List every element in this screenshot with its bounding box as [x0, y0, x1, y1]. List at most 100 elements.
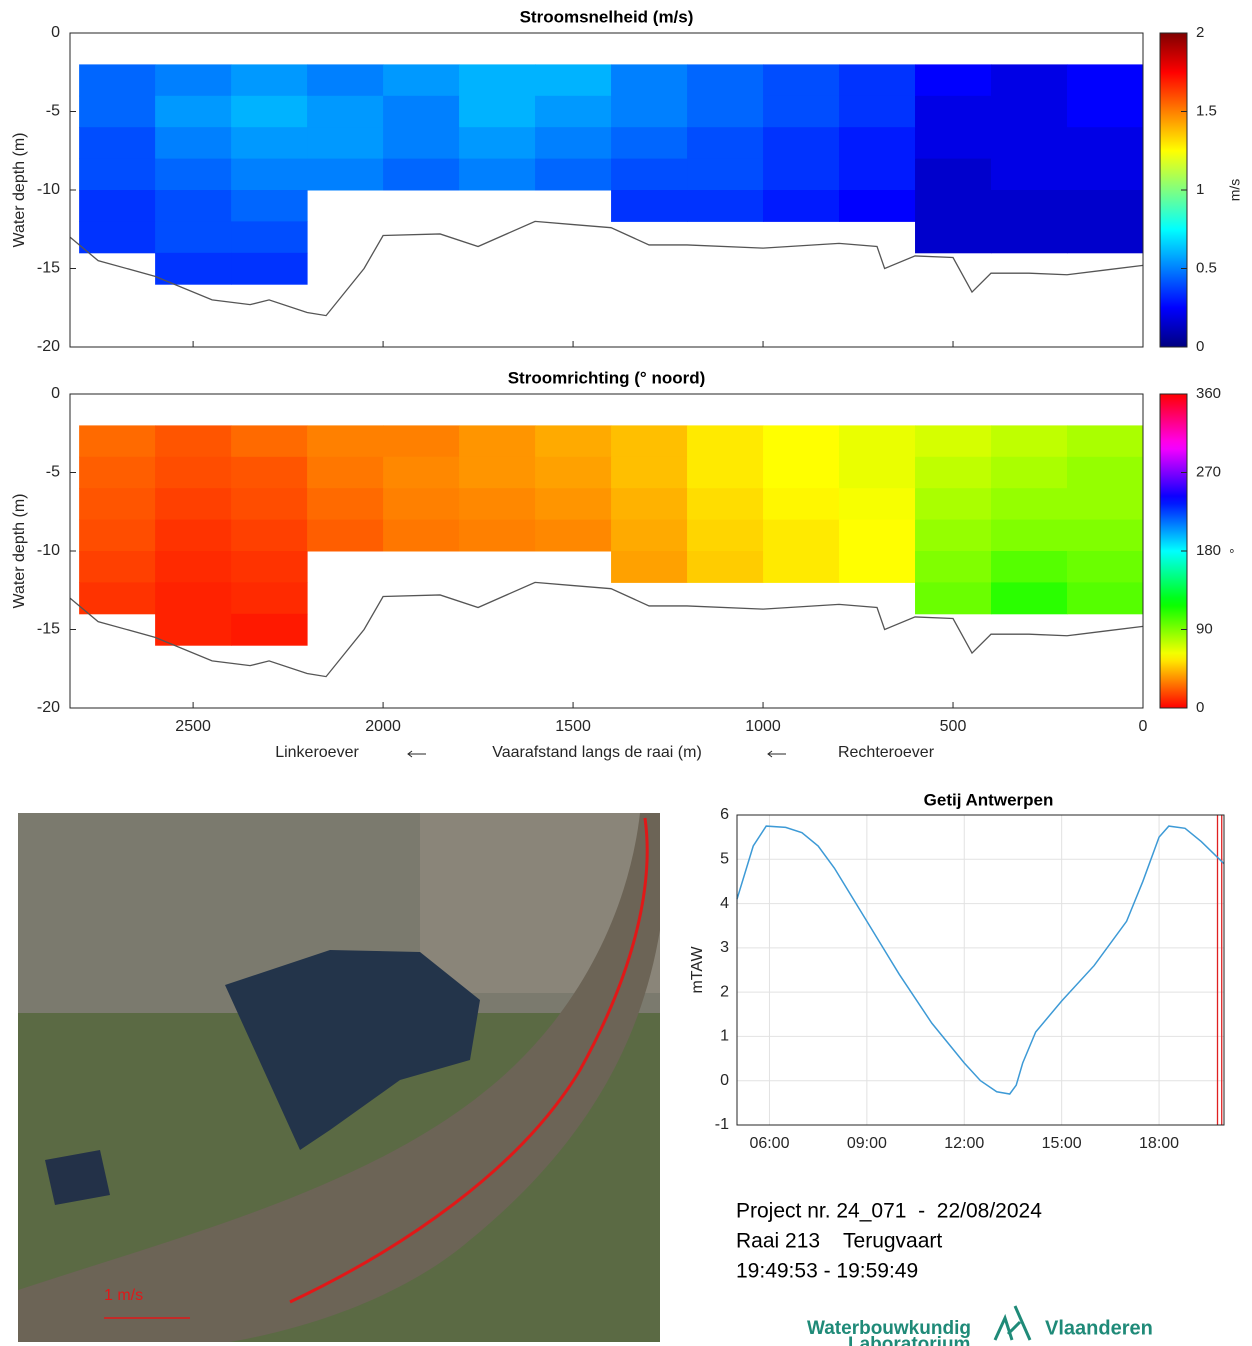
y-axis-label: Water depth (m) — [11, 494, 28, 609]
heat-cell — [155, 582, 232, 615]
x-tick-label: 2000 — [365, 718, 401, 735]
colorbar-label: ° — [1227, 548, 1243, 554]
heat-cell — [611, 519, 688, 552]
arrow — [767, 750, 786, 758]
y-tick-label: 4 — [720, 895, 729, 912]
heat-cell — [915, 221, 992, 254]
logo-text: Laboratorium — [848, 1334, 970, 1346]
heat-cell — [611, 64, 688, 97]
heat-cell — [231, 551, 308, 583]
heat-cell — [155, 519, 232, 552]
heat-cell — [307, 158, 384, 191]
heat-cell — [915, 519, 992, 552]
heat-cell — [611, 190, 688, 222]
heat-cell — [459, 519, 536, 552]
colorbar-tick-label: 90 — [1196, 620, 1213, 637]
heat-cell — [231, 582, 308, 615]
heat-cell — [383, 64, 460, 97]
heat-cell — [231, 613, 308, 646]
y-tick-label: 6 — [720, 806, 729, 823]
heat-cell — [611, 425, 688, 458]
heat-cell — [383, 127, 460, 160]
colorbar-tick-label: 1 — [1196, 181, 1204, 198]
x-tick-label: 12:00 — [944, 1135, 984, 1152]
heat-cell — [231, 158, 308, 191]
heat-cell — [1067, 582, 1144, 615]
heat-cell — [307, 64, 384, 97]
x-tick-label: 09:00 — [847, 1135, 887, 1152]
heat-cell — [611, 95, 688, 128]
y-tick-label: 0 — [720, 1072, 729, 1089]
heat-cell — [839, 158, 916, 191]
heat-cell — [383, 158, 460, 191]
heat-cell — [1067, 519, 1144, 552]
heat-cell — [307, 488, 384, 521]
heat-cell — [1067, 64, 1144, 97]
heat-cell — [383, 488, 460, 521]
y-tick-label: -20 — [37, 338, 60, 355]
heat-cell — [383, 425, 460, 458]
heat-cell — [991, 425, 1068, 458]
heat-cell — [763, 64, 840, 97]
y-axis-label: Water depth (m) — [11, 133, 28, 248]
heat-cell — [231, 425, 308, 458]
colorbar-tick-label: 180 — [1196, 542, 1221, 559]
heat-cell — [1067, 127, 1144, 160]
heat-cell — [611, 551, 688, 583]
heat-cell — [1067, 158, 1144, 191]
x-tick-label: 1500 — [555, 718, 591, 735]
heat-cell — [991, 582, 1068, 615]
heat-cell — [79, 425, 156, 458]
heat-cell — [459, 425, 536, 458]
colorbar-tick-label: 270 — [1196, 463, 1221, 480]
heat-cell — [79, 519, 156, 552]
heat-cell — [687, 127, 764, 160]
heat-cell — [231, 456, 308, 489]
y-tick-label: 0 — [51, 24, 60, 41]
x-tick-label: 15:00 — [1042, 1135, 1082, 1152]
chart-title: Stroomrichting (° noord) — [508, 368, 706, 387]
heat-cell — [1067, 488, 1144, 521]
heat-cell — [763, 158, 840, 191]
heat-cell — [687, 158, 764, 191]
heat-cell — [155, 252, 232, 285]
heat-cell — [611, 488, 688, 521]
colorbar-tick-label: 1.5 — [1196, 102, 1217, 119]
heat-cell — [459, 95, 536, 128]
colorbar-tick-label: 360 — [1196, 385, 1221, 402]
heat-cell — [459, 488, 536, 521]
heat-cell — [839, 551, 916, 583]
heat-cell — [79, 456, 156, 489]
heat-cell — [155, 488, 232, 521]
y-tick-label: -10 — [37, 181, 60, 198]
heat-cell — [687, 64, 764, 97]
y-tick-label: 2 — [720, 983, 729, 1000]
heat-cell — [79, 190, 156, 222]
heat-cell — [839, 95, 916, 128]
x-tick-label: 0 — [1139, 718, 1148, 735]
heat-cell — [763, 519, 840, 552]
chart-title: Stroomsnelheid (m/s) — [520, 7, 694, 26]
heat-cell — [79, 221, 156, 254]
heat-cell — [79, 582, 156, 615]
heat-cell — [839, 190, 916, 222]
heat-cell — [535, 488, 612, 521]
heat-cell — [687, 190, 764, 222]
heat-cell — [535, 158, 612, 191]
map: 1 m/s — [18, 813, 660, 1342]
heat-cell — [915, 582, 992, 615]
heat-cell — [231, 221, 308, 254]
bed-line — [69, 220, 1144, 317]
heat-cell — [991, 456, 1068, 489]
heat-cell — [687, 456, 764, 489]
map-lake — [225, 950, 480, 1150]
y-tick-label: -15 — [37, 260, 60, 277]
y-axis-label: mTAW — [689, 946, 706, 994]
heat-cell — [307, 425, 384, 458]
heat-cell — [307, 127, 384, 160]
heat-cell — [79, 158, 156, 191]
heat-cell — [459, 456, 536, 489]
heat-cell — [1067, 221, 1144, 254]
heat-cell — [687, 488, 764, 521]
heat-cell — [1067, 190, 1144, 222]
